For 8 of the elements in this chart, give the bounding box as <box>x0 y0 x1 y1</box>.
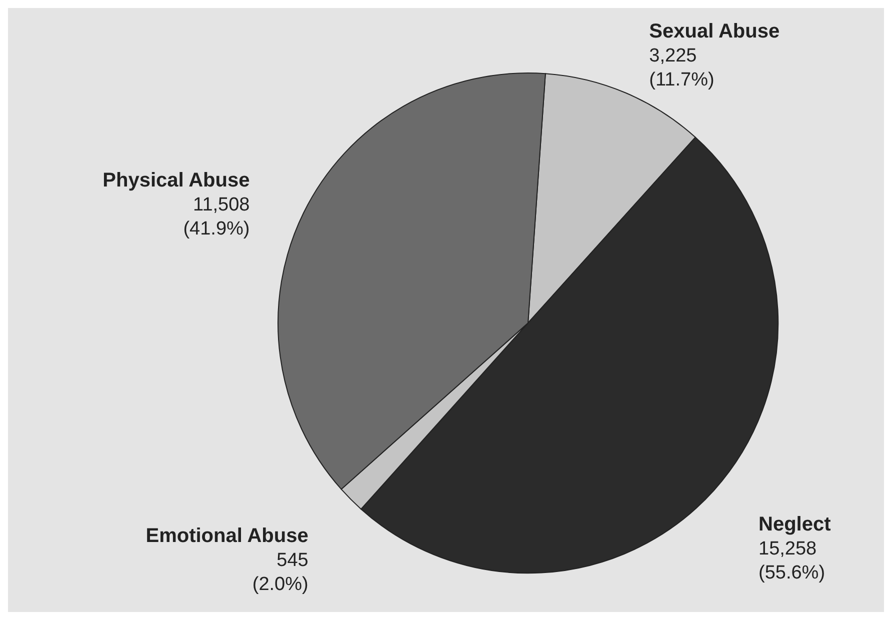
data-label: 545 (2.0%) <box>252 550 308 595</box>
slice-label: Neglect <box>758 513 832 536</box>
data-label: 11,508 (41.9%) <box>183 194 250 240</box>
data-label: 3,225 (11.7%) <box>649 46 714 91</box>
slice-label: Emotional Abuse <box>146 524 308 547</box>
slice-label: Physical Abuse <box>102 169 250 192</box>
slice-label: Sexual Abuse <box>649 20 780 43</box>
data-label: 15,258 (55.6%) <box>758 538 826 584</box>
